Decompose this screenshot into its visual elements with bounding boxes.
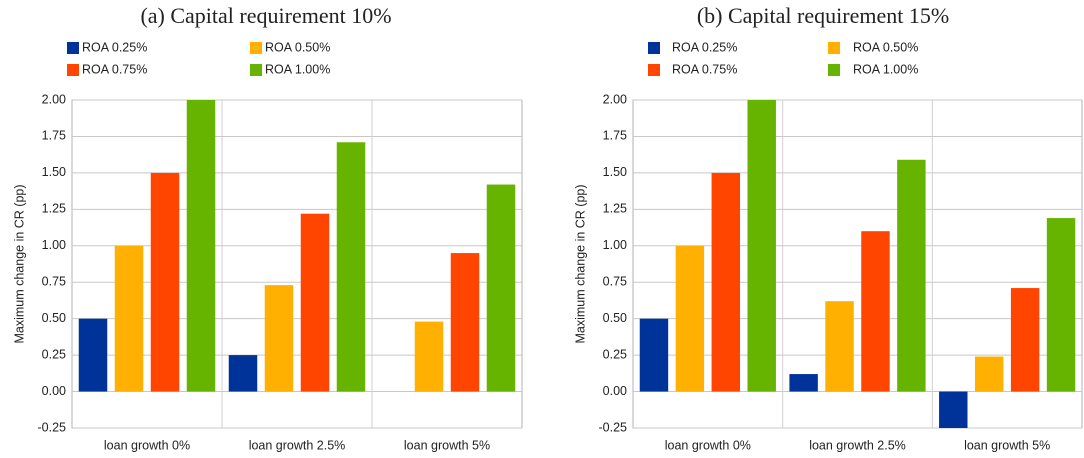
legend-label: ROA 0.50%	[265, 40, 330, 54]
bar	[300, 213, 330, 392]
legend-swatch	[250, 64, 262, 76]
y-axis-label: Maximum change in CR (pp)	[573, 184, 587, 343]
x-tick-label: loan growth 2.5%	[809, 438, 906, 452]
x-tick-label: loan growth 5%	[964, 438, 1050, 452]
y-tick-label: 0.25	[603, 347, 627, 361]
legend-label: ROA 1.00%	[265, 62, 330, 76]
y-tick-label: -0.25	[599, 420, 628, 434]
chart-title: (b) Capital requirement 15%	[697, 3, 949, 28]
bar	[450, 253, 480, 392]
bar	[747, 100, 776, 392]
y-tick-label: 1.00	[42, 238, 66, 252]
y-tick-label: 1.75	[603, 129, 627, 143]
y-tick-label: 0.25	[42, 347, 66, 361]
bar	[336, 142, 366, 392]
legend-swatch	[828, 64, 840, 76]
y-tick-label: 1.25	[603, 202, 627, 216]
y-tick-label: 1.50	[42, 165, 66, 179]
y-tick-label: 0.50	[42, 311, 66, 325]
y-tick-label: 1.00	[603, 238, 627, 252]
y-tick-label: 0.00	[603, 384, 627, 398]
bar	[825, 301, 854, 392]
y-tick-label: 0.00	[42, 384, 66, 398]
x-tick-label: loan growth 2.5%	[249, 438, 346, 452]
y-tick-label: 2.00	[603, 92, 627, 106]
y-axis-label: Maximum change in CR (pp)	[12, 184, 26, 343]
y-tick-label: 1.25	[42, 202, 66, 216]
bar	[974, 356, 1004, 392]
legend-swatch	[828, 42, 840, 54]
bar	[939, 391, 968, 428]
legend-label: ROA 0.75%	[672, 62, 737, 76]
y-tick-label: 1.50	[603, 165, 627, 179]
legend-label: ROA 0.25%	[672, 40, 737, 54]
bar	[1046, 218, 1076, 392]
bar	[675, 245, 705, 392]
bar	[1010, 288, 1040, 392]
y-tick-label: 1.75	[42, 129, 66, 143]
bar	[789, 374, 818, 392]
legend-label: ROA 0.75%	[82, 62, 147, 76]
bar	[264, 285, 294, 392]
y-tick-label: 0.75	[42, 275, 66, 289]
bar	[711, 172, 741, 392]
legend-swatch	[648, 42, 660, 54]
bar	[150, 172, 180, 392]
bar	[414, 321, 444, 392]
bar	[639, 318, 669, 392]
legend-label: ROA 0.25%	[82, 40, 147, 54]
y-tick-label: -0.25	[38, 420, 67, 434]
bar	[897, 159, 926, 392]
x-tick-label: loan growth 0%	[104, 438, 190, 452]
chart-title: (a) Capital requirement 10%	[140, 3, 391, 28]
legend-swatch	[648, 64, 660, 76]
y-tick-label: 0.75	[603, 275, 627, 289]
legend-label: ROA 1.00%	[853, 62, 918, 76]
bar	[228, 355, 258, 392]
legend-swatch	[67, 42, 79, 54]
bar	[114, 245, 144, 392]
legend-swatch	[250, 42, 262, 54]
bar	[861, 231, 890, 392]
x-tick-label: loan growth 5%	[404, 438, 490, 452]
bar	[486, 184, 516, 392]
bar	[78, 318, 108, 392]
x-tick-label: loan growth 0%	[665, 438, 751, 452]
bar	[186, 100, 216, 392]
legend-swatch	[67, 64, 79, 76]
legend-label: ROA 0.50%	[853, 40, 918, 54]
y-tick-label: 0.50	[603, 311, 627, 325]
y-tick-label: 2.00	[42, 92, 66, 106]
